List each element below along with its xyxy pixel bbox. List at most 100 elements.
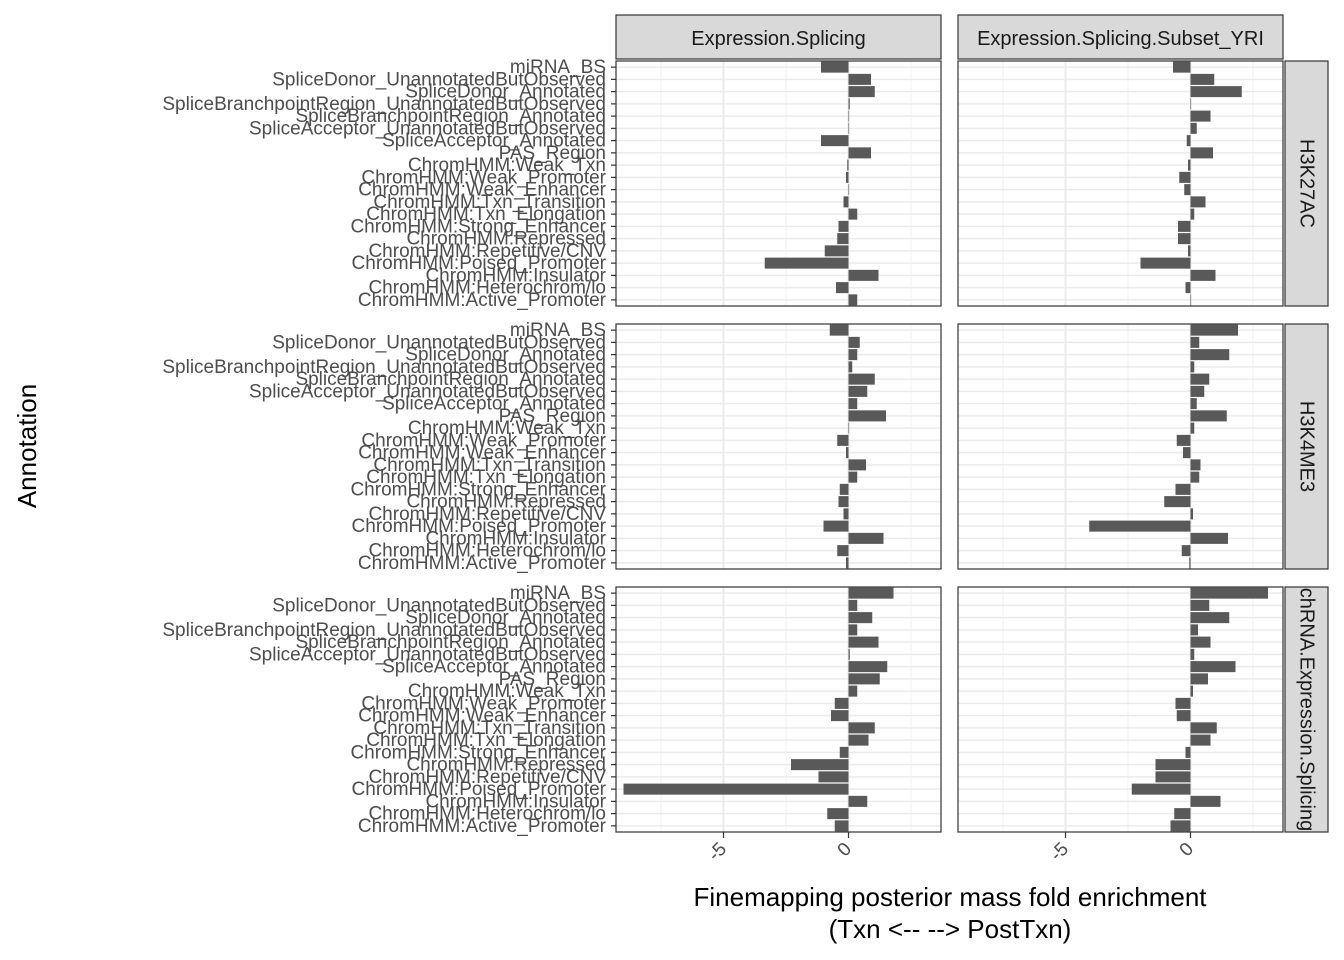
- bar: [839, 746, 849, 758]
- bar: [1190, 196, 1206, 208]
- bar: [1190, 147, 1213, 159]
- bar: [1184, 184, 1191, 196]
- strip-text-clip: H3K4ME3: [1296, 401, 1318, 492]
- category-label: SpliceAcceptor_UnannotatedButObserved: [249, 644, 606, 665]
- x-axis-title: Finemapping posterior mass fold enrichme…: [693, 882, 1207, 912]
- bar: [1190, 459, 1201, 471]
- strip-background: [957, 14, 1284, 60]
- bar: [1189, 557, 1191, 569]
- bar: [848, 269, 879, 281]
- bar: [1190, 361, 1195, 373]
- category-label: SpliceDonor_UnannotatedButObserved: [272, 69, 606, 90]
- panel-2-1: [958, 587, 1283, 832]
- bar: [848, 373, 875, 385]
- bar: [1190, 612, 1230, 624]
- facet-strip-top: Expression.Splicing.Subset_YRI: [957, 14, 1284, 60]
- bar: [848, 532, 884, 544]
- y-axis-row-0: miRNA_BSSpliceDonor_UnannotatedButObserv…: [162, 57, 616, 311]
- panel-border: [615, 323, 942, 570]
- facet-strip-right: H3K4ME3: [1284, 323, 1329, 570]
- category-label: ChromHMM:Repetitive/CNV: [368, 504, 606, 525]
- bars-panel-1-1: [1089, 324, 1238, 569]
- bar: [848, 110, 850, 122]
- category-label: ChromHMM:Weak_Enhancer: [358, 706, 606, 727]
- bar: [837, 233, 849, 245]
- bar: [848, 722, 875, 734]
- bar: [848, 361, 853, 373]
- panel-border: [615, 586, 942, 833]
- category-label: ChromHMM:Repressed: [406, 229, 606, 250]
- strip-text-clip: H3K27AC: [1296, 139, 1318, 228]
- bar: [1179, 171, 1191, 183]
- bar: [1170, 820, 1191, 832]
- bar: [1190, 722, 1217, 734]
- facet-column-label: Expression.Splicing: [691, 28, 866, 50]
- facet-row-label: H3K27AC: [1296, 139, 1318, 228]
- bar: [1176, 710, 1191, 722]
- x-axis-col-0: -5 0: [704, 832, 856, 865]
- bar: [824, 245, 849, 257]
- bar: [838, 496, 849, 508]
- bar: [1190, 599, 1210, 611]
- category-label: ChromHMM:Active_Promoter: [358, 290, 607, 311]
- bar: [1178, 220, 1191, 232]
- bar: [848, 122, 850, 134]
- category-label: miRNA_BS: [510, 583, 606, 604]
- category-label: ChromHMM:Poised_Promoter: [352, 516, 607, 537]
- bar: [848, 73, 871, 85]
- panel-0-0: [616, 61, 941, 306]
- bar: [1190, 208, 1195, 220]
- bar: [1190, 294, 1192, 306]
- category-label: ChromHMM:Repressed: [406, 492, 606, 513]
- bar: [848, 398, 858, 410]
- bar: [848, 648, 850, 660]
- panel-background: [958, 324, 1283, 569]
- bar: [1185, 746, 1191, 758]
- category-label: SpliceBranchpointRegion_UnannotatedButOb…: [162, 620, 606, 641]
- bar: [848, 336, 860, 348]
- bar: [1190, 422, 1195, 434]
- bar: [846, 171, 849, 183]
- bar: [848, 86, 875, 98]
- category-label: SpliceDonor_Annotated: [405, 345, 606, 366]
- category-label: ChromHMM:Heterochrom/lo: [368, 278, 606, 299]
- category-label: ChromHMM:Txn_Elongation: [366, 730, 606, 751]
- bar: [843, 196, 849, 208]
- bars-panel-0-0: [764, 61, 879, 306]
- category-label: ChromHMM:Weak_Txn: [408, 681, 606, 702]
- strip-background: [1284, 586, 1329, 833]
- category-label: ChromHMM:Txn_Elongation: [366, 204, 606, 225]
- panels-layer: [615, 60, 1284, 833]
- facet-row-label: H3K4ME3: [1296, 401, 1318, 492]
- bar: [848, 385, 868, 397]
- category-label: ChromHMM:Heterochrom/lo: [368, 804, 606, 825]
- bar: [1190, 471, 1200, 483]
- category-label: SpliceDonor_Annotated: [405, 608, 606, 629]
- bar: [1190, 336, 1200, 348]
- category-label: ChromHMM:Weak_Promoter: [361, 167, 606, 188]
- bar: [1186, 135, 1191, 147]
- panel-2-0: [616, 587, 941, 832]
- strip-text-clip: chRNA.Expression.Splicing: [1296, 588, 1318, 831]
- category-label: ChromHMM:Weak_Promoter: [361, 693, 606, 714]
- bar: [764, 257, 849, 269]
- bars-panel-1-0: [823, 324, 886, 569]
- bar: [827, 808, 849, 820]
- bar: [1190, 73, 1215, 85]
- bar: [834, 697, 849, 709]
- bar: [1155, 759, 1191, 771]
- bar: [848, 673, 880, 685]
- facet-strip-top: Expression.Splicing: [615, 14, 942, 60]
- category-label: ChromHMM:Txn_Transition: [373, 718, 606, 739]
- x-tick-label: 0: [834, 839, 856, 861]
- category-label: SpliceBranchpointRegion_Annotated: [295, 106, 606, 127]
- bar: [848, 795, 868, 807]
- y-axis-row-1: miRNA_BSSpliceDonor_UnannotatedButObserv…: [162, 320, 616, 574]
- x-tick-label: -5: [704, 839, 731, 866]
- category-label: ChromHMM:Repressed: [406, 755, 606, 776]
- bar: [1190, 685, 1193, 697]
- category-label: SpliceAcceptor_UnannotatedButObserved: [249, 381, 606, 402]
- category-label: ChromHMM:Poised_Promoter: [352, 779, 607, 800]
- strips-layer: Expression.Splicing Expression.Splicing.S…: [615, 14, 1329, 833]
- x-axis-col-1: -5 0: [1046, 832, 1198, 865]
